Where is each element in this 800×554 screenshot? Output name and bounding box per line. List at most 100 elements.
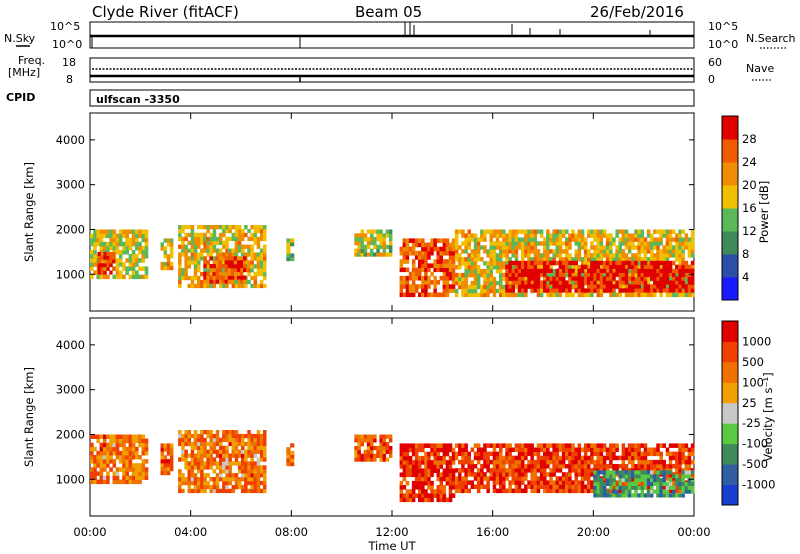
- data-cell: [427, 292, 431, 298]
- data-cell: [558, 464, 563, 469]
- data-cell: [112, 450, 117, 456]
- data-cell: [492, 280, 497, 286]
- data-cell: [430, 250, 434, 256]
- data-cell: [206, 453, 210, 458]
- x-axis-label: Time UT: [367, 539, 416, 553]
- data-cell: [144, 450, 149, 456]
- data-cell: [546, 488, 550, 494]
- data-cell: [200, 248, 204, 253]
- data-cell: [436, 259, 440, 264]
- colorbar-tick-label: 16: [742, 201, 757, 215]
- data-cell: [662, 249, 666, 254]
- data-cell: [436, 292, 440, 298]
- data-cell: [514, 476, 519, 481]
- data-cell: [100, 255, 104, 260]
- data-cell: [263, 248, 267, 253]
- data-cell: [561, 288, 566, 293]
- data-cell: [354, 446, 358, 451]
- data-cell: [253, 272, 258, 277]
- data-cell: [690, 470, 695, 475]
- data-cell: [539, 229, 544, 234]
- data-cell: [236, 260, 241, 265]
- data-cell: [527, 480, 531, 485]
- data-cell: [187, 283, 191, 289]
- data-cell: [631, 493, 635, 498]
- data-cell: [631, 485, 635, 490]
- data-cell: [577, 459, 582, 465]
- data-cell: [102, 241, 107, 247]
- data-cell: [627, 455, 632, 461]
- data-cell: [527, 237, 531, 242]
- data-cell: [118, 274, 123, 280]
- data-cell: [631, 451, 635, 457]
- data-cell: [256, 437, 261, 443]
- data-cell: [476, 276, 481, 282]
- data-cell: [476, 280, 481, 286]
- data-cell: [234, 433, 239, 439]
- data-cell: [115, 258, 120, 263]
- freq-unit: [MHz]: [8, 66, 40, 79]
- data-cell: [97, 270, 101, 275]
- data-cell: [178, 272, 182, 277]
- data-cell: [399, 460, 404, 465]
- data-cell: [405, 288, 410, 293]
- data-cell: [543, 476, 547, 481]
- data-cell: [247, 461, 251, 466]
- data-cell: [442, 476, 447, 482]
- data-cell: [379, 442, 383, 447]
- data-cell: [505, 472, 509, 477]
- data-cell: [574, 447, 578, 452]
- data-cell: [684, 474, 689, 479]
- data-cell: [577, 229, 582, 234]
- data-cell: [405, 493, 410, 498]
- data-cell: [634, 493, 638, 498]
- x-tick-label: 20:00: [577, 525, 610, 539]
- data-cell: [609, 253, 613, 258]
- data-cell: [665, 253, 670, 258]
- data-cell: [215, 271, 219, 276]
- data-cell: [90, 262, 94, 267]
- data-cell: [621, 464, 626, 469]
- data-cell: [109, 446, 113, 452]
- data-cell: [517, 476, 522, 481]
- data-cell: [596, 478, 600, 483]
- data-cell: [197, 469, 201, 474]
- data-cell: [605, 481, 610, 486]
- data-cell: [244, 457, 248, 462]
- data-cell: [414, 455, 419, 461]
- data-cell: [418, 464, 422, 469]
- data-cell: [360, 252, 364, 257]
- data-cell: [99, 274, 104, 280]
- data-cell: [646, 241, 651, 246]
- data-cell: [587, 280, 591, 285]
- data-cell: [565, 472, 569, 477]
- data-cell: [687, 485, 692, 490]
- data-cell: [675, 241, 679, 246]
- data-cell: [442, 263, 447, 268]
- data-cell: [141, 471, 146, 476]
- data-cell: [511, 476, 515, 481]
- data-cell: [653, 241, 657, 246]
- data-cell: [605, 455, 610, 461]
- data-cell: [546, 447, 550, 452]
- data-cell: [231, 433, 236, 439]
- data-cell: [458, 488, 462, 494]
- data-cell: [543, 480, 547, 485]
- data-cell: [643, 447, 648, 452]
- data-cell: [411, 271, 416, 277]
- data-cell: [505, 237, 509, 242]
- data-cell: [256, 461, 261, 466]
- data-cell: [627, 269, 632, 274]
- data-cell: [678, 447, 682, 452]
- data-cell: [599, 260, 604, 266]
- data-cell: [209, 441, 213, 447]
- data-cell: [646, 493, 651, 498]
- data-cell: [439, 292, 443, 298]
- data-cell: [243, 260, 247, 265]
- data-cell: [480, 272, 484, 278]
- data-cell: [627, 485, 632, 490]
- data-cell: [665, 245, 670, 250]
- data-cell: [653, 272, 657, 277]
- data-cell: [543, 245, 547, 250]
- data-cell: [250, 477, 254, 482]
